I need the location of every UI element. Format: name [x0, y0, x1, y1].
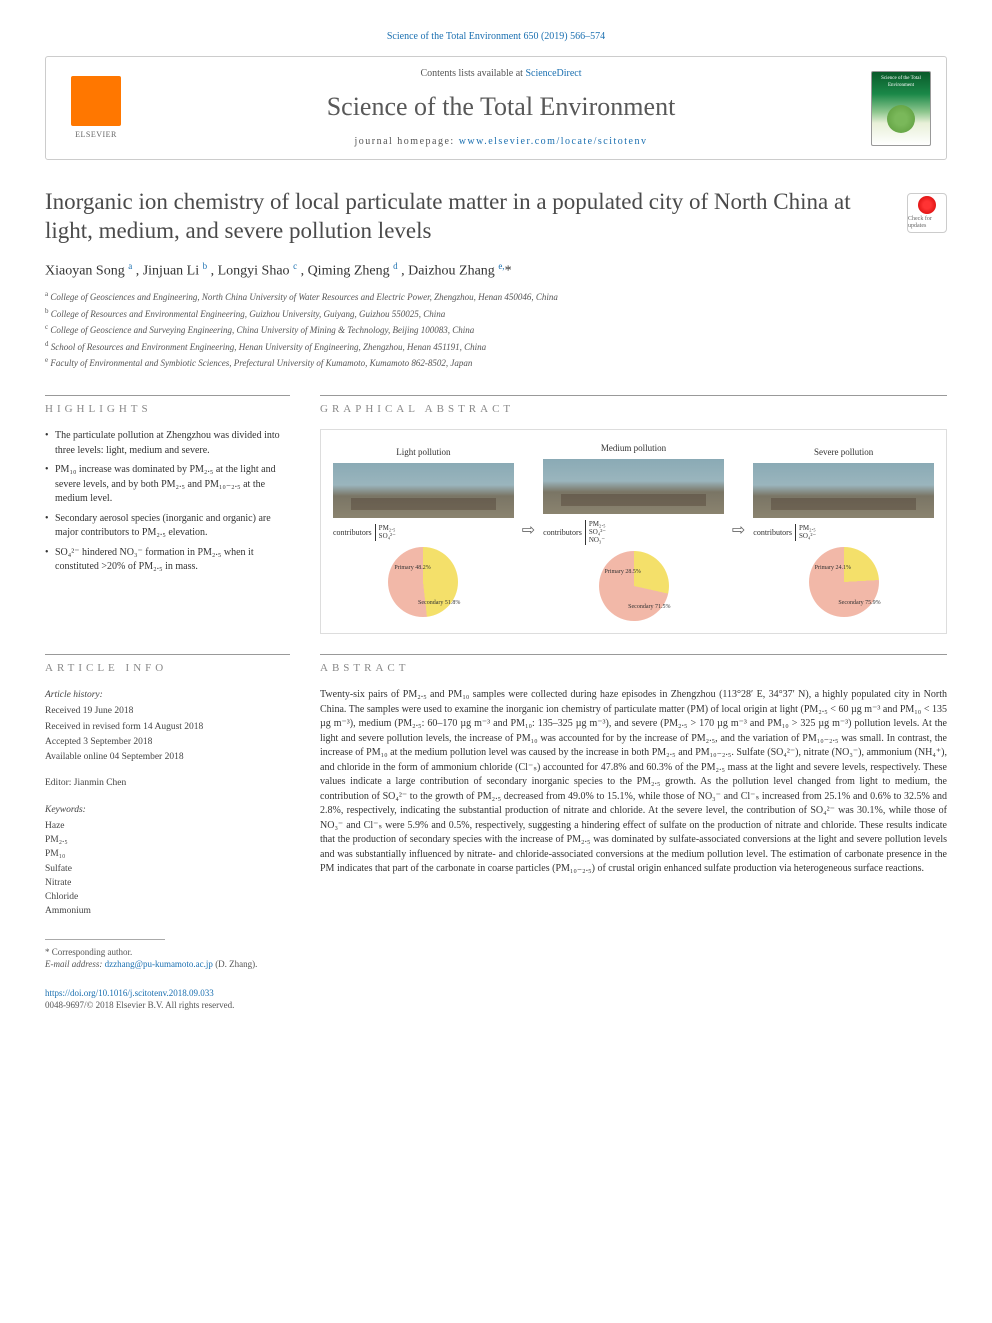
ga-panel: Medium pollution contributorsPM₂.₅SO₄²⁻NO…: [543, 442, 724, 621]
ga-pie-chart: Primary 48.2% Secondary 51.8%: [388, 547, 458, 617]
doi-link[interactable]: https://doi.org/10.1016/j.scitotenv.2018…: [45, 988, 214, 998]
editor-label: Editor:: [45, 778, 74, 788]
keyword-item: PM₁₀: [45, 847, 290, 861]
homepage-link[interactable]: www.elsevier.com/locate/scitotenv: [459, 136, 648, 147]
ga-panel-label: Light pollution: [333, 446, 514, 459]
ga-photo: [543, 459, 724, 514]
pie-primary-label: Primary 48.2%: [394, 565, 430, 572]
check-updates-label: Check for updates: [908, 216, 946, 231]
elsevier-tree-icon: [71, 76, 121, 126]
pie-secondary-label: Secondary 71.5%: [628, 604, 670, 611]
sciencedirect-link[interactable]: ScienceDirect: [525, 68, 581, 79]
keywords-label: Keywords:: [45, 803, 290, 817]
corresp-label: * Corresponding author.: [45, 946, 947, 959]
arrow-icon: ⇨: [520, 520, 537, 542]
article-info-label: ARTICLE INFO: [45, 654, 290, 676]
citation-line: Science of the Total Environment 650 (20…: [45, 30, 947, 44]
contents-line: Contents lists available at ScienceDirec…: [131, 67, 871, 81]
check-updates-badge[interactable]: Check for updates: [907, 193, 947, 233]
affiliation-line: c College of Geoscience and Surveying En…: [45, 322, 947, 338]
pie-primary-label: Primary 28.5%: [605, 569, 641, 576]
elsevier-logo: ELSEVIER: [61, 71, 131, 146]
header-center: Contents lists available at ScienceDirec…: [131, 67, 871, 149]
ga-contributors: contributorsPM₂.₅SO₄²⁻NO₃⁻: [543, 520, 724, 545]
article-title: Inorganic ion chemistry of local particu…: [45, 188, 947, 246]
keyword-item: Chloride: [45, 890, 290, 904]
keyword-item: Sulfate: [45, 862, 290, 876]
corresp-email[interactable]: dzzhang@pu-kumamoto.ac.jp: [105, 959, 213, 969]
affiliation-line: e Faculty of Environmental and Symbiotic…: [45, 355, 947, 371]
keyword-item: Haze: [45, 819, 290, 833]
ga-photo: [333, 463, 514, 518]
editor-line: Editor: Jianmin Chen: [45, 776, 290, 790]
journal-name: Science of the Total Environment: [131, 89, 871, 125]
footnote-divider: [45, 939, 165, 940]
ga-contributors: contributorsPM₂.₅SO₄²⁻: [753, 524, 934, 541]
authors-line: Xiaoyan Song a , Jinjuan Li b , Longyi S…: [45, 260, 947, 281]
ga-panel-label: Severe pollution: [753, 446, 934, 459]
abstract-text: Twenty-six pairs of PM₂.₅ and PM₁₀ sampl…: [320, 688, 947, 877]
ga-photo: [753, 463, 934, 518]
graphical-abstract: Light pollution contributorsPM₂.₅SO₄²⁻ Pri…: [320, 429, 947, 634]
page-footer: https://doi.org/10.1016/j.scitotenv.2018…: [45, 987, 947, 1012]
pie-primary-label: Primary 24.1%: [815, 565, 851, 572]
contents-prefix: Contents lists available at: [420, 68, 525, 79]
title-text: Inorganic ion chemistry of local particu…: [45, 189, 851, 243]
history-item: Received 19 June 2018: [45, 704, 290, 718]
elsevier-text: ELSEVIER: [75, 129, 117, 140]
highlights-list: The particulate pollution at Zhengzhou w…: [45, 429, 290, 575]
pie-secondary-label: Secondary 75.9%: [838, 600, 880, 607]
graphical-abstract-label: GRAPHICAL ABSTRACT: [320, 395, 947, 417]
ga-panel: Light pollution contributorsPM₂.₅SO₄²⁻ Pri…: [333, 446, 514, 616]
history-label: Article history:: [45, 688, 290, 702]
affiliation-line: b College of Resources and Environmental…: [45, 306, 947, 322]
homepage-prefix: journal homepage:: [354, 136, 458, 147]
ga-panel-label: Medium pollution: [543, 442, 724, 455]
arrow-icon: ⇨: [730, 520, 747, 542]
affiliation-line: d School of Resources and Environment En…: [45, 339, 947, 355]
article-info: Article history: Received 19 June 2018 Re…: [45, 688, 290, 919]
copyright-line: 0048-9697/© 2018 Elsevier B.V. All right…: [45, 999, 947, 1012]
ga-pie-chart: Primary 24.1% Secondary 75.9%: [809, 547, 879, 617]
journal-header: ELSEVIER Contents lists available at Sci…: [45, 56, 947, 160]
history-item: Available online 04 September 2018: [45, 750, 290, 764]
affiliation-line: a College of Geosciences and Engineering…: [45, 289, 947, 305]
highlight-item: SO₄²⁻ hindered NO₃⁻ formation in PM₂.₅ w…: [45, 546, 290, 575]
ga-contributors: contributorsPM₂.₅SO₄²⁻: [333, 524, 514, 541]
pie-secondary-label: Secondary 51.8%: [418, 600, 460, 607]
history-item: Accepted 3 September 2018: [45, 735, 290, 749]
highlight-item: PM₁₀ increase was dominated by PM₂.₅ at …: [45, 463, 290, 507]
journal-cover-thumb: Science of the Total Environment: [871, 71, 931, 146]
keyword-item: Nitrate: [45, 876, 290, 890]
keyword-item: Ammonium: [45, 904, 290, 918]
email-label: E-mail address:: [45, 959, 105, 969]
keyword-item: PM₂.₅: [45, 833, 290, 847]
corresponding-author: * Corresponding author. E-mail address: …: [45, 946, 947, 971]
editor-name: Jianmin Chen: [74, 778, 127, 788]
abstract-label: ABSTRACT: [320, 654, 947, 676]
ga-panel: Severe pollution contributorsPM₂.₅SO₄²⁻ Pr…: [753, 446, 934, 616]
affiliations: a College of Geosciences and Engineering…: [45, 289, 947, 371]
ga-pie-chart: Primary 28.5% Secondary 71.5%: [599, 551, 669, 621]
corresp-suffix: (D. Zhang).: [213, 959, 258, 969]
history-item: Received in revised form 14 August 2018: [45, 720, 290, 734]
cover-label: Science of the Total Environment: [875, 75, 927, 89]
homepage-line: journal homepage: www.elsevier.com/locat…: [131, 135, 871, 149]
highlight-item: The particulate pollution at Zhengzhou w…: [45, 429, 290, 458]
highlights-label: HIGHLIGHTS: [45, 395, 290, 417]
highlight-item: Secondary aerosol species (inorganic and…: [45, 512, 290, 541]
